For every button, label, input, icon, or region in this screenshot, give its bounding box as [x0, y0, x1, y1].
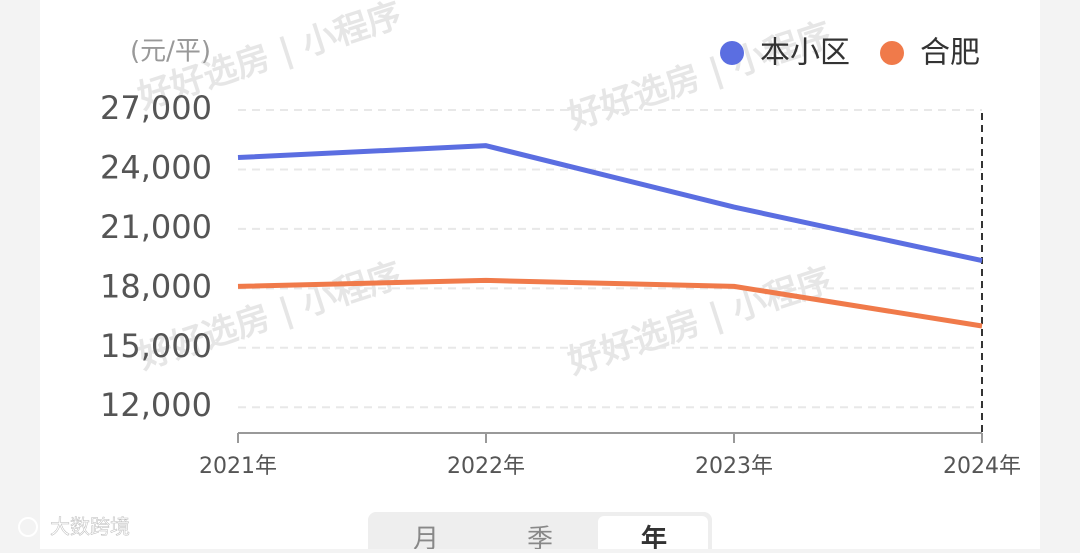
- y-tick-label: 21,000: [100, 208, 212, 246]
- y-tick-label: 27,000: [100, 89, 212, 127]
- y-tick-label: 12,000: [100, 386, 212, 424]
- legend-marker: [880, 41, 904, 65]
- x-tick-label: 2023年: [695, 454, 773, 479]
- y-tick-label: 15,000: [100, 327, 212, 365]
- legend-label: 本小区: [760, 36, 850, 71]
- unit-label: (元/平): [130, 37, 211, 67]
- y-tick-label: 24,000: [100, 148, 212, 186]
- x-tick-label: 2021年: [199, 454, 277, 479]
- series-line: [237, 143, 983, 264]
- card: [40, 0, 1040, 549]
- y-tick-label: 18,000: [100, 267, 212, 305]
- series-line: [237, 277, 983, 329]
- legend-label: 合肥: [920, 36, 980, 71]
- tab[interactable]: 季: [527, 525, 553, 553]
- source: 大数跨境: [50, 515, 130, 539]
- legend-marker: [720, 41, 744, 65]
- tab[interactable]: 月: [413, 525, 439, 553]
- tab[interactable]: 年: [641, 524, 667, 553]
- source-icon: [18, 517, 38, 537]
- tab-selected: [598, 516, 708, 553]
- legend: 本小区 合肥: [720, 36, 980, 71]
- x-tick-label: 2022年: [447, 454, 525, 479]
- x-tick-label: 2024年: [943, 454, 1021, 479]
